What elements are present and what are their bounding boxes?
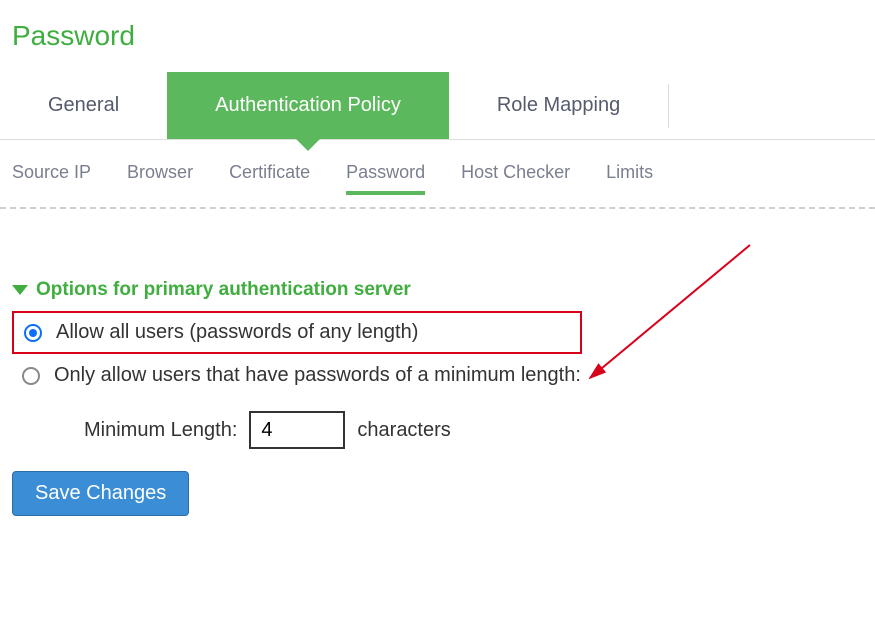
tab-authentication-policy[interactable]: Authentication Policy (167, 72, 449, 139)
option-min-length-label: Only allow users that have passwords of … (54, 364, 581, 387)
tab-separator (668, 84, 669, 128)
subtab-password[interactable]: Password (346, 162, 425, 195)
subtab-limits[interactable]: Limits (606, 162, 653, 195)
section-toggle[interactable]: Options for primary authentication serve… (12, 279, 863, 301)
chevron-down-icon (12, 279, 28, 301)
tab-role-mapping[interactable]: Role Mapping (449, 72, 668, 139)
subtab-certificate[interactable]: Certificate (229, 162, 310, 195)
min-length-input[interactable] (249, 411, 345, 449)
options-section: Options for primary authentication serve… (12, 279, 863, 449)
min-length-suffix: characters (357, 419, 450, 442)
option-allow-all-label: Allow all users (passwords of any length… (56, 321, 418, 344)
option-allow-all[interactable]: Allow all users (passwords of any length… (24, 321, 570, 344)
section-title: Options for primary authentication serve… (36, 279, 411, 301)
option-min-length[interactable]: Only allow users that have passwords of … (12, 358, 863, 393)
min-length-row: Minimum Length: characters (84, 411, 863, 449)
subtab-source-ip[interactable]: Source IP (12, 162, 91, 195)
radio-allow-all[interactable] (24, 324, 42, 342)
subtab-host-checker[interactable]: Host Checker (461, 162, 570, 195)
min-length-label: Minimum Length: (84, 419, 237, 442)
page-title: Password (12, 20, 875, 52)
radio-min-length[interactable] (22, 367, 40, 385)
sub-tabs: Source IP Browser Certificate Password H… (0, 140, 875, 209)
subtab-browser[interactable]: Browser (127, 162, 193, 195)
tab-general[interactable]: General (0, 72, 167, 139)
highlighted-option: Allow all users (passwords of any length… (12, 311, 582, 354)
main-tabs: General Authentication Policy Role Mappi… (0, 72, 875, 140)
save-changes-button[interactable]: Save Changes (12, 471, 189, 516)
